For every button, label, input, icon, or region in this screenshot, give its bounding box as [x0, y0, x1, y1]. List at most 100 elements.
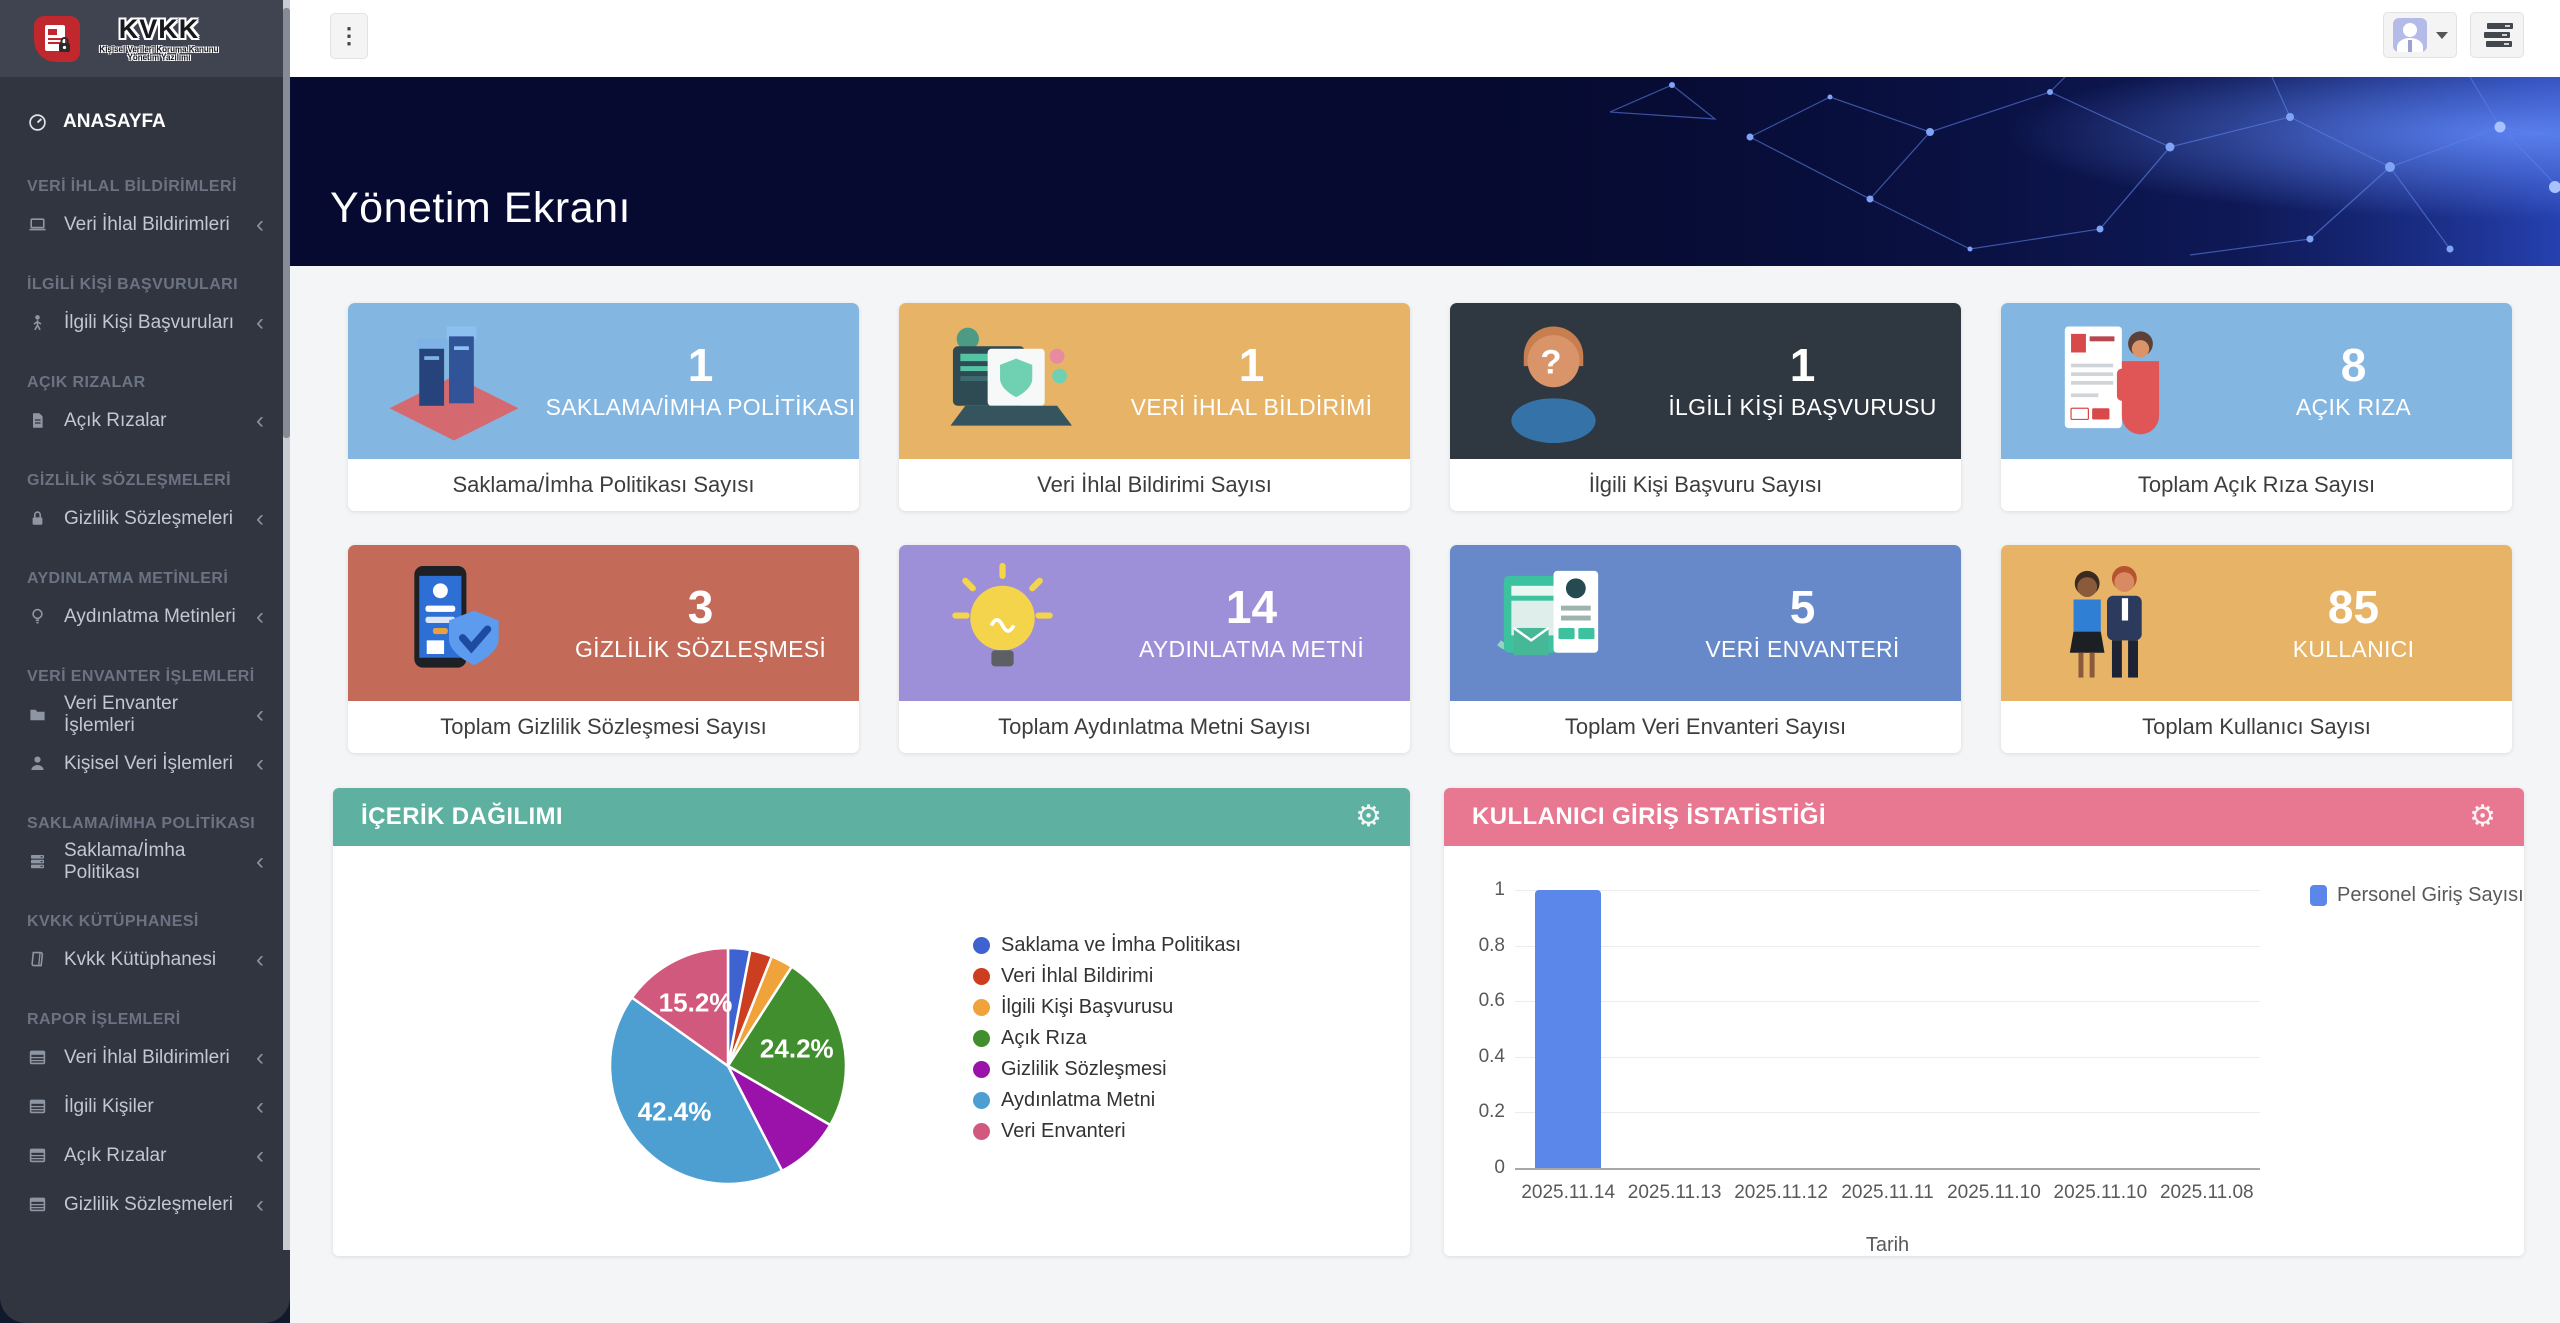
- stat-card-meta: 1 İLGİLİ KİŞİ BAŞVURUSU: [1660, 303, 1945, 459]
- gridline: [1515, 890, 2260, 891]
- y-axis-tick: 0: [1494, 1157, 1505, 1178]
- sidebar-item-label: Saklama/İmha Politikası: [64, 839, 186, 883]
- logo-subtitle: Kişisel Verileri Koruma Kanunu Yönetim Y…: [99, 44, 219, 62]
- gridline: [1515, 1001, 2260, 1003]
- nav-section-header: RAPOR İŞLEMLERİ: [27, 1011, 181, 1028]
- sidebar-item[interactable]: Aydınlatma Metinleri ‹: [0, 592, 290, 641]
- legend-color-dot: [973, 1061, 990, 1078]
- x-axis-tick: 2025.11.14: [1521, 1182, 1616, 1203]
- sidebar-item-label: Aydınlatma Metinleri: [64, 605, 236, 627]
- stat-footer: Toplam Kullanıcı Sayısı: [2001, 701, 2512, 753]
- stat-value: 3: [687, 580, 714, 633]
- legend-item: Gizlilik Sözleşmesi: [973, 1058, 1241, 1081]
- login-statistics-panel: KULLANICI GİRİŞ İSTATİSTİĞİ ⚙ 0 0.2 0.4 0.6…: [1444, 788, 2524, 1256]
- x-axis-tick: 2025.11.11: [1841, 1182, 1934, 1203]
- people-illustration: [2027, 561, 2187, 685]
- chevron-left-icon: ‹: [256, 1141, 264, 1169]
- sidebar-item[interactable]: Veri İhlal Bildirimleri ‹: [0, 200, 290, 249]
- chevron-left-icon: ‹: [256, 1190, 264, 1218]
- legend-label: Açık Rıza: [1001, 1027, 1087, 1049]
- stat-cards: 1 SAKLAMA/İMHA POLİTİKASI Saklama/İmha Pol…: [348, 303, 2512, 753]
- legend-color-dot: [973, 937, 990, 954]
- stat-card[interactable]: 5 VERİ ENVANTERİ Toplam Veri Envanteri Say…: [1450, 545, 1961, 753]
- page-header: Yönetim Ekranı: [290, 77, 2560, 266]
- user-avatar: [2392, 18, 2427, 52]
- pie-slice: [608, 995, 784, 1186]
- chevron-left-icon: ‹: [256, 700, 264, 728]
- user-menu-button[interactable]: [2383, 12, 2457, 58]
- stat-card-top: 8 AÇIK RIZA: [2001, 303, 2512, 459]
- sidebar-item[interactable]: Kvkk Kütüphanesi ‹: [0, 935, 290, 984]
- sidebar-item[interactable]: İlgili Kişiler ‹: [0, 1082, 290, 1131]
- stat-card[interactable]: 14 AYDINLATMA METNİ Toplam Aydınlatma Metn…: [899, 545, 1410, 753]
- stat-footer: Toplam Açık Rıza Sayısı: [2001, 459, 2512, 511]
- sidebar-item[interactable]: Veri İhlal Bildirimleri ‹: [0, 1033, 290, 1082]
- sidebar-item[interactable]: İlgili Kişi Başvuruları ‹: [0, 298, 290, 347]
- sidebar-item[interactable]: Kişisel Veri İşlemleri ‹: [0, 739, 290, 788]
- legend-label: Personel Giriş Sayısı: [2337, 884, 2524, 906]
- bulb-icon: [28, 607, 47, 626]
- app-logo[interactable]: KVKK Kişisel Verileri Koruma Kanunu Yöne…: [0, 0, 290, 77]
- chevron-left-icon: ‹: [256, 1043, 264, 1071]
- stat-card[interactable]: ? 1 İLGİLİ KİŞİ BAŞVURUSU İlgili Kişi Başvu…: [1450, 303, 1961, 511]
- gridline: [1515, 945, 2260, 947]
- stat-card-meta: 14 AYDINLATMA METNİ: [1109, 545, 1394, 701]
- nav-section-header: VERİ ENVANTER İŞLEMLERİ: [27, 668, 255, 685]
- table-icon: [28, 1048, 47, 1067]
- x-axis-tick: 2025.11.13: [1627, 1182, 1722, 1203]
- stat-card-meta: 85 KULLANICI: [2211, 545, 2496, 701]
- gauge-icon: [28, 113, 47, 132]
- panel-menu-button[interactable]: [2470, 12, 2524, 58]
- sidebar-scrollbar: [283, 0, 290, 1250]
- stat-card[interactable]: 8 AÇIK RIZA Toplam Açık Rıza Sayısı: [2001, 303, 2512, 511]
- vertical-ellipsis-icon: ⋮: [338, 23, 360, 48]
- chevron-left-icon: ‹: [256, 406, 264, 434]
- legend-item: Veri Envanteri: [973, 1120, 1241, 1143]
- stat-card-meta: 3 GİZLİLİK SÖZLEŞMESİ: [558, 545, 843, 701]
- sidebar-item[interactable]: Açık Rızalar ‹: [0, 396, 290, 445]
- sidebar-item[interactable]: Veri Envanter İşlemleri ‹: [0, 690, 290, 739]
- stat-card[interactable]: 1 VERİ İHLAL BİLDİRİMİ Veri İhlal Bildirim…: [899, 303, 1410, 511]
- content-distribution-panel: İÇERİK DAĞILIMI ⚙ 24.2% 42.4% 15.2% Saklama…: [333, 788, 1410, 1256]
- stat-value: 8: [2340, 338, 2367, 391]
- login-statistics-header: KULLANICI GİRİŞ İSTATİSTİĞİ ⚙: [1444, 788, 2524, 846]
- legend-label: Veri Envanteri: [1001, 1120, 1126, 1142]
- stat-card-meta: 5 VERİ ENVANTERİ: [1660, 545, 1945, 701]
- network-decoration: [1410, 77, 2560, 266]
- stat-value: 14: [1225, 580, 1278, 633]
- gridline: [1515, 1056, 2260, 1058]
- chevron-left-icon: ‹: [256, 210, 264, 238]
- user-icon: [28, 754, 47, 773]
- sidebar-item[interactable]: Saklama/İmha Politikası ‹: [0, 837, 290, 886]
- stat-label: VERİ İHLAL BİLDİRİMİ: [1130, 393, 1373, 420]
- stat-card[interactable]: 85 KULLANICI Toplam Kullanıcı Sayısı: [2001, 545, 2512, 753]
- y-axis-tick: 0.8: [1478, 934, 1505, 956]
- gear-icon[interactable]: ⚙: [2469, 800, 2496, 833]
- sidebar-toggle-button[interactable]: ⋮: [330, 13, 368, 59]
- bar-legend: Personel Giriş Sayısı: [2310, 884, 2524, 907]
- svg-text:?: ?: [1540, 344, 1561, 382]
- stat-value: 1: [687, 338, 714, 391]
- consent-form-illustration: [2027, 319, 2187, 443]
- sidebar-item-anasayfa[interactable]: ANASAYFA: [0, 93, 290, 151]
- stat-card[interactable]: 1 SAKLAMA/İMHA POLİTİKASI Saklama/İmha Pol…: [348, 303, 859, 511]
- sidebar-item[interactable]: Gizlilik Sözleşmeleri ‹: [0, 494, 290, 543]
- gridline: [1515, 1112, 2260, 1114]
- stat-card-top: 1 VERİ İHLAL BİLDİRİMİ: [899, 303, 1410, 459]
- sidebar-item[interactable]: Gizlilik Sözleşmeleri ‹: [0, 1180, 290, 1229]
- legend-color-dot: [973, 1030, 990, 1047]
- stat-label: SAKLAMA/İMHA POLİTİKASI: [545, 393, 856, 420]
- folder-icon: [28, 705, 47, 724]
- chart-panels: İÇERİK DAĞILIMI ⚙ 24.2% 42.4% 15.2% Saklama…: [333, 788, 2524, 1256]
- stat-card-top: ? 1 İLGİLİ KİŞİ BAŞVURUSU: [1450, 303, 1961, 459]
- stat-card[interactable]: 3 GİZLİLİK SÖZLEŞMESİ Toplam Gizlilik Sözl…: [348, 545, 859, 753]
- pie-slice: [630, 946, 730, 1069]
- lock-icon: [28, 509, 47, 528]
- chevron-left-icon: ‹: [256, 749, 264, 777]
- sidebar-item[interactable]: Açık Rızalar ‹: [0, 1131, 290, 1180]
- sidebar-scrollbar-thumb[interactable]: [283, 8, 290, 438]
- person-icon: [28, 313, 47, 332]
- legend-color-swatch: [2310, 885, 2327, 906]
- legend-item: Saklama ve İmha Politikası: [973, 934, 1241, 957]
- gear-icon[interactable]: ⚙: [1355, 800, 1382, 833]
